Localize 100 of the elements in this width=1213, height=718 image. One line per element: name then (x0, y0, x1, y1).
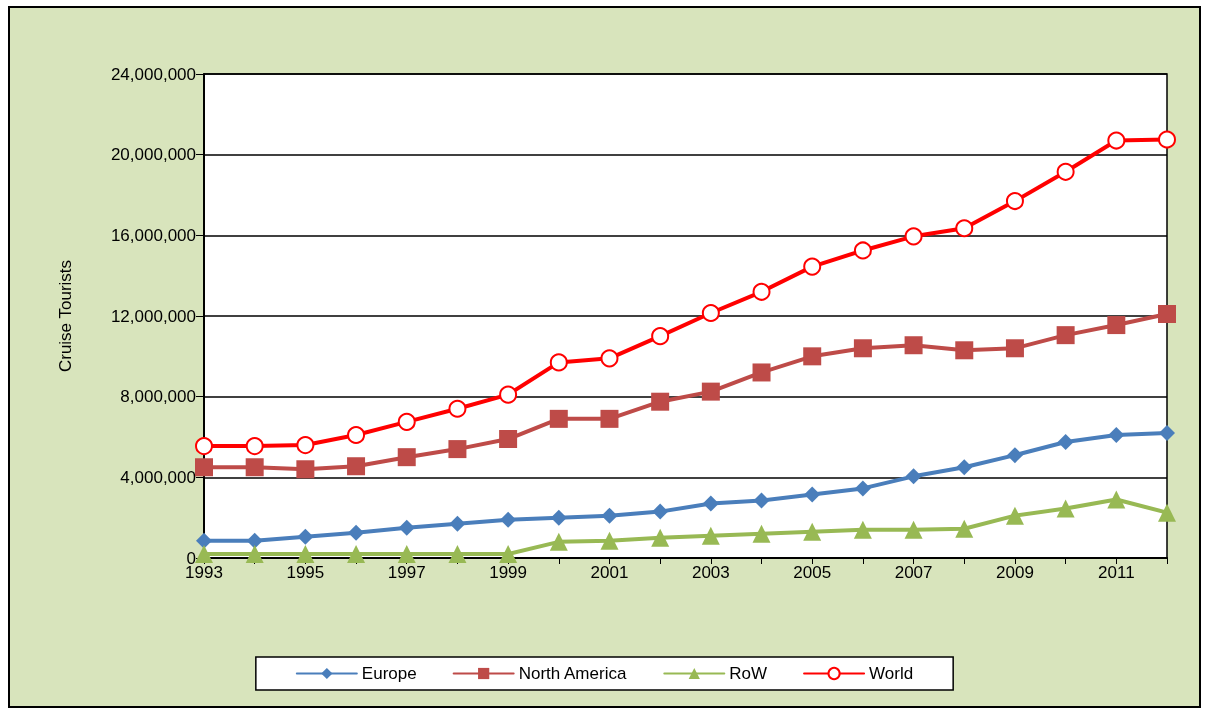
point (803, 257, 822, 276)
x-tick-label: 1999 (489, 563, 528, 582)
point (1158, 130, 1176, 149)
point (803, 347, 822, 366)
point (1006, 447, 1023, 464)
point (1107, 316, 1126, 335)
x-tick-label: 1997 (387, 563, 426, 582)
legend-label: Europe (361, 664, 417, 683)
x-tick-label: 2005 (793, 563, 832, 582)
point (448, 399, 467, 418)
point (652, 503, 669, 520)
point (347, 425, 366, 444)
point (347, 457, 366, 476)
point (1158, 304, 1176, 323)
point (752, 524, 771, 543)
point (955, 519, 974, 538)
x-tick-label: 2007 (894, 563, 933, 582)
point (398, 519, 415, 536)
point (549, 532, 568, 551)
point (297, 528, 314, 545)
y-tick-label: 24,000,000 (110, 64, 196, 84)
point (955, 341, 974, 360)
point (854, 480, 871, 497)
y-axis-title: Cruise Tourists (56, 259, 75, 373)
point (499, 385, 518, 404)
point (956, 459, 973, 476)
point (600, 409, 619, 428)
point (296, 460, 315, 479)
point (1056, 499, 1075, 518)
x-tick-label: 1995 (286, 563, 325, 582)
point (448, 440, 467, 459)
point (853, 520, 872, 539)
point (448, 544, 467, 563)
x-tick-label: 2001 (590, 563, 629, 582)
x-tick-label: 1993 (185, 563, 223, 582)
point (1107, 131, 1126, 150)
point (245, 458, 264, 477)
point (245, 544, 264, 563)
point (904, 227, 923, 246)
point (651, 327, 670, 346)
point (904, 336, 923, 355)
y-tick-label: 8,000,000 (120, 387, 196, 407)
point (701, 382, 720, 401)
point (500, 511, 517, 528)
legend-label: World (869, 664, 914, 683)
point (397, 412, 416, 431)
point (804, 486, 821, 503)
point (550, 509, 567, 526)
point (245, 437, 264, 456)
point (651, 528, 670, 547)
point (1057, 434, 1074, 451)
point (246, 532, 263, 549)
point (347, 544, 366, 563)
point (601, 507, 618, 524)
point (600, 531, 619, 550)
point (1005, 506, 1024, 525)
point (955, 219, 974, 238)
point (904, 520, 923, 539)
point (1108, 426, 1125, 443)
legend-label: RoW (729, 664, 768, 683)
point (296, 436, 315, 455)
point (348, 524, 365, 541)
point (853, 339, 872, 358)
point (752, 363, 771, 382)
x-tick-label: 2003 (691, 563, 730, 582)
point (651, 392, 670, 411)
point (499, 430, 518, 449)
point (1159, 424, 1175, 441)
point (1158, 503, 1176, 522)
y-tick-label: 12,000,000 (110, 306, 196, 326)
point (753, 492, 770, 509)
point (1005, 192, 1024, 211)
point (195, 458, 213, 477)
point (1005, 339, 1024, 358)
point (701, 526, 720, 545)
point (803, 522, 822, 541)
point (1107, 490, 1126, 509)
point (752, 282, 771, 301)
point (600, 349, 619, 368)
point (701, 303, 720, 322)
point (702, 495, 719, 512)
point (195, 544, 213, 563)
y-tick-label: 20,000,000 (110, 145, 196, 165)
x-tick-label: 2011 (1098, 563, 1135, 582)
point (397, 544, 416, 563)
point (1056, 162, 1075, 181)
point (296, 544, 315, 563)
point (196, 532, 212, 549)
point (549, 353, 568, 372)
point (853, 241, 872, 260)
x-tick-label: 2009 (996, 563, 1034, 582)
point (905, 468, 922, 485)
point (499, 544, 518, 563)
y-tick-label: 4,000,000 (120, 467, 196, 487)
point (397, 448, 416, 467)
point (195, 437, 213, 456)
y-tick-label: 16,000,000 (110, 225, 196, 245)
point (449, 515, 466, 532)
legend-label: North America (518, 664, 627, 683)
point (549, 409, 568, 428)
